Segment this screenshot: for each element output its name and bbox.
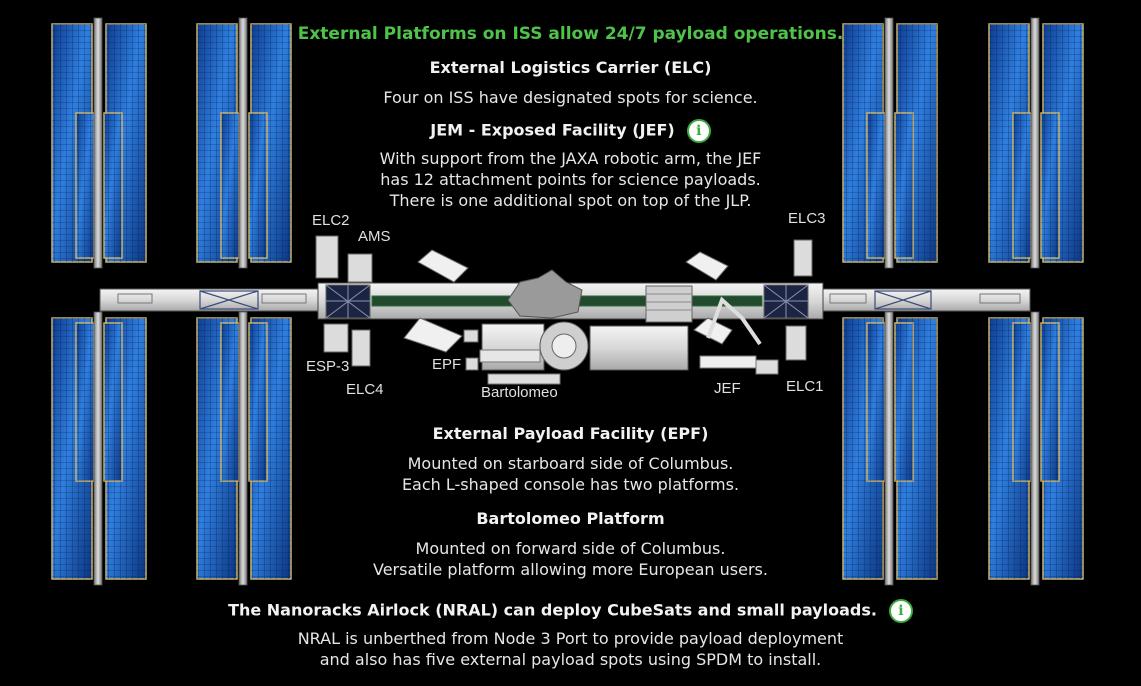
bartolomeo-heading: Bartolomeo Platform — [476, 509, 665, 528]
label-elc1: ELC1 — [786, 378, 824, 395]
jef-heading-row: JEM - Exposed Facility (JEF) i — [0, 119, 1141, 143]
truss-and-modules — [99, 235, 1031, 385]
array-mast — [238, 17, 248, 269]
nral-body-line: NRAL is unberthed from Node 3 Port to pr… — [297, 629, 844, 648]
title: External Platforms on ISS allow 24/7 pay… — [297, 24, 844, 44]
epf-body-line: Each L-shaped console has two platforms. — [401, 475, 740, 494]
array-mast — [884, 311, 894, 586]
bartolomeo-body-line: Versatile platform allowing more Europea… — [373, 560, 768, 579]
epf-heading: External Payload Facility (EPF) — [432, 424, 709, 443]
label-elc3: ELC3 — [788, 210, 826, 227]
label-elc2: ELC2 — [312, 212, 350, 229]
jef-body-line: With support from the JAXA robotic arm, … — [379, 149, 762, 168]
array-mast — [93, 311, 103, 586]
info-icon[interactable]: i — [686, 119, 711, 143]
jef-heading: JEM - Exposed Facility (JEF) — [430, 120, 675, 140]
label-epf: EPF — [432, 356, 462, 373]
epf-body-line: Mounted on starboard side of Columbus. — [407, 454, 734, 473]
solar-arrays — [51, 17, 1084, 586]
array-mast — [1030, 311, 1040, 586]
elc-body-line: Four on ISS have designated spots for sc… — [383, 88, 758, 107]
nral-heading: The Nanoracks Airlock (NRAL) can deploy … — [228, 600, 877, 620]
bartolomeo-body-line: Mounted on forward side of Columbus. — [415, 539, 726, 558]
array-mast — [238, 311, 248, 586]
info-icon[interactable]: i — [888, 599, 913, 623]
nral-body-line: and also has five external payload spots… — [319, 650, 822, 669]
label-elc4: ELC4 — [346, 381, 384, 398]
nral-heading-row: The Nanoracks Airlock (NRAL) can deploy … — [0, 599, 1141, 623]
elc-heading: External Logistics Carrier (ELC) — [429, 58, 712, 77]
label-esp3: ESP-3 — [306, 358, 350, 375]
label-bartolomeo: Bartolomeo — [481, 384, 558, 401]
array-mast — [93, 17, 103, 269]
jef-body-line: has 12 attachment points for science pay… — [380, 170, 761, 189]
array-mast — [884, 17, 894, 269]
label-jef: JEF — [714, 380, 741, 397]
array-mast — [1030, 17, 1040, 269]
jef-body-line: There is one additional spot on top of t… — [389, 191, 752, 210]
label-ams: AMS — [358, 228, 391, 245]
